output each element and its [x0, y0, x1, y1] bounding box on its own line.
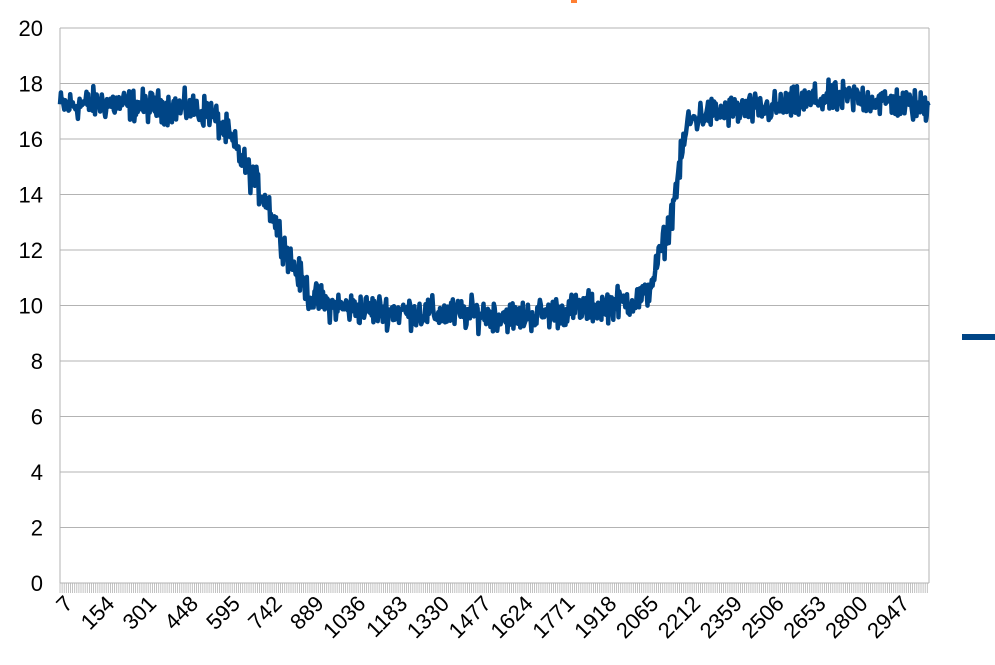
x-tick-label: 2065	[611, 591, 663, 643]
x-tick-label: 448	[159, 591, 203, 635]
x-minor-tick-comb	[59, 583, 928, 593]
x-axis-minor-ticks	[59, 583, 928, 593]
y-tick-label: 4	[31, 460, 43, 485]
y-tick-label: 20	[19, 16, 43, 41]
y-tick-label: 18	[19, 72, 43, 97]
x-tick-label: 1624	[486, 591, 538, 643]
series-line	[57, 77, 931, 337]
y-tick-label: 16	[19, 127, 43, 152]
y-tick-label: 10	[19, 294, 43, 319]
x-tick-label: 595	[201, 591, 245, 635]
x-tick-label: 2800	[820, 591, 872, 643]
y-tick-label: 6	[31, 405, 43, 430]
x-tick-label: 2506	[737, 591, 789, 643]
x-tick-label: 301	[118, 591, 162, 635]
y-tick-label: 12	[19, 238, 43, 263]
legend-series-swatch	[962, 334, 995, 340]
x-tick-label: 1477	[444, 591, 496, 643]
x-tick-label: 742	[243, 591, 287, 635]
x-tick-label: 1036	[318, 591, 370, 643]
x-tick-label: 1771	[527, 591, 579, 643]
x-tick-label: 2212	[653, 591, 705, 643]
x-tick-label: 2947	[862, 591, 914, 643]
x-tick-label: 1183	[361, 591, 412, 642]
x-tick-label: 2359	[695, 591, 747, 643]
y-tick-label: 14	[19, 183, 43, 208]
title-fragment	[571, 0, 577, 3]
x-tick-label: 154	[76, 591, 120, 635]
x-tick-label: 1918	[569, 591, 621, 643]
x-tick-label: 1330	[402, 591, 454, 643]
y-tick-label: 8	[31, 349, 43, 374]
y-tick-label: 2	[31, 516, 43, 541]
x-tick-label: 2653	[778, 591, 830, 643]
series-layer	[57, 77, 931, 337]
y-axis-ticks: 0 2 4 6 8 10 12 14 16 18 20	[19, 16, 43, 596]
x-axis-ticks: 7154301448595742889103611831330147716241…	[51, 591, 914, 643]
x-tick-label: 7	[51, 591, 77, 617]
y-tick-label: 0	[31, 571, 43, 596]
